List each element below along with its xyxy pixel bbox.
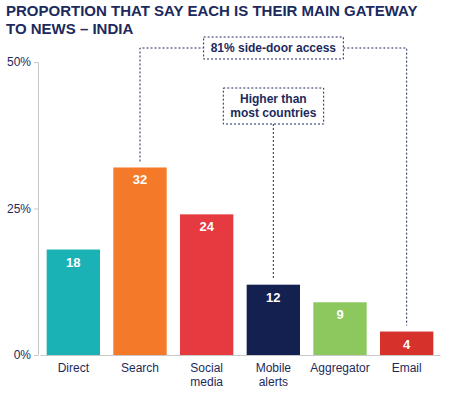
text-line: most countries xyxy=(230,106,316,120)
text-line: Search xyxy=(121,361,159,375)
x-tick: Direct xyxy=(58,355,90,375)
tick-mark xyxy=(34,209,38,210)
annotation-connector xyxy=(343,48,406,326)
tick-label: 50% xyxy=(7,55,31,69)
axis-line xyxy=(38,63,39,356)
tick-mark xyxy=(34,62,38,63)
bar xyxy=(180,214,233,355)
category-label: Mobilealerts xyxy=(256,361,292,389)
bar xyxy=(47,250,100,355)
bar xyxy=(113,167,166,355)
category-label: Socialmedia xyxy=(190,361,223,389)
annotation-connector xyxy=(140,48,204,161)
text-line: 81% side-door access xyxy=(211,41,337,55)
annotation-box xyxy=(223,88,323,124)
chart: PROPORTION THAT SAY EACH IS THEIR MAIN G… xyxy=(0,0,450,395)
text-line: media xyxy=(190,375,223,389)
title: PROPORTION THAT SAY EACH IS THEIR MAIN G… xyxy=(6,2,417,37)
tick-mark xyxy=(34,355,38,356)
text-line: Social xyxy=(190,361,223,375)
text-line: Aggregator xyxy=(310,361,369,375)
x-tick: Socialmedia xyxy=(190,355,223,389)
bar xyxy=(247,285,300,355)
text-line: Higher than xyxy=(240,92,307,106)
bars xyxy=(47,167,434,355)
x-axis: Direct Search Socialmedia Mobilealerts Aggre… xyxy=(41,355,441,389)
text-line: TO NEWS – INDIA xyxy=(6,20,133,37)
text-line: PROPORTION THAT SAY EACH IS THEIR MAIN G… xyxy=(6,2,417,19)
annotation: 81% side-door access xyxy=(211,41,337,55)
data-label: 12 xyxy=(266,290,280,305)
y-tick: 25% xyxy=(7,202,38,216)
y-tick: 0% xyxy=(14,348,38,362)
axis-line xyxy=(41,355,441,356)
category-label: Direct xyxy=(58,361,90,375)
text-line: alerts xyxy=(259,375,288,389)
category-label: Aggregator xyxy=(310,361,369,375)
tick-label: 0% xyxy=(14,348,32,362)
category-label: Email xyxy=(392,361,422,375)
text-line: Mobile xyxy=(256,361,292,375)
y-tick: 50% xyxy=(7,55,38,69)
data-label: 9 xyxy=(336,307,343,322)
data-label: 24 xyxy=(199,219,214,234)
tick-label: 25% xyxy=(7,202,31,216)
data-label: 18 xyxy=(66,255,80,270)
data-label: 32 xyxy=(133,172,147,187)
x-tick: Email xyxy=(392,355,422,375)
x-tick: Mobilealerts xyxy=(256,355,292,389)
text-line: Email xyxy=(392,361,422,375)
bar xyxy=(380,332,433,355)
data-labels: 18 32 24 12 9 4 xyxy=(66,172,411,351)
y-axis: 0% 25% 50% xyxy=(7,55,39,362)
annotation-box xyxy=(204,37,344,59)
annotation: Higher thanmost countries xyxy=(230,92,316,120)
annotation-connector xyxy=(273,124,274,279)
bar xyxy=(313,302,366,355)
annotations: 81% side-door access Higher thanmost coun… xyxy=(140,37,407,326)
x-tick: Aggregator xyxy=(310,355,369,375)
data-label: 4 xyxy=(403,337,411,352)
x-tick: Search xyxy=(121,355,159,375)
text-line: Direct xyxy=(58,361,90,375)
category-label: Search xyxy=(121,361,159,375)
